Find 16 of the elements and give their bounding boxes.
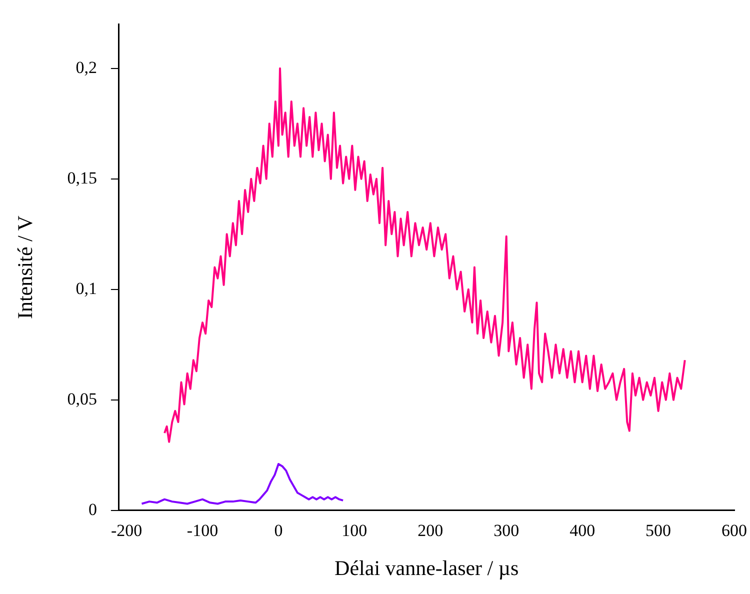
x-tick-label: 0 bbox=[274, 521, 283, 540]
y-tick-label: 0,05 bbox=[67, 389, 97, 408]
x-tick-label: -200 bbox=[110, 521, 142, 540]
x-tick-label: 200 bbox=[418, 521, 444, 540]
y-tick-label: 0,2 bbox=[76, 58, 97, 77]
y-tick-label: 0,15 bbox=[67, 168, 97, 188]
y-tick-label: 0,1 bbox=[76, 278, 97, 298]
x-tick-label: 300 bbox=[494, 521, 520, 540]
x-tick-label: 100 bbox=[342, 521, 368, 540]
x-axis-title: Délai vanne-laser / µs bbox=[334, 556, 519, 580]
x-tick-label: 500 bbox=[646, 521, 672, 540]
y-axis-title: Intensité / V bbox=[13, 216, 38, 320]
x-tick-label: 600 bbox=[722, 521, 747, 540]
y-tick-label: 0 bbox=[88, 500, 97, 519]
x-tick-label: 400 bbox=[570, 521, 596, 540]
x-tick-label: -100 bbox=[186, 521, 218, 540]
